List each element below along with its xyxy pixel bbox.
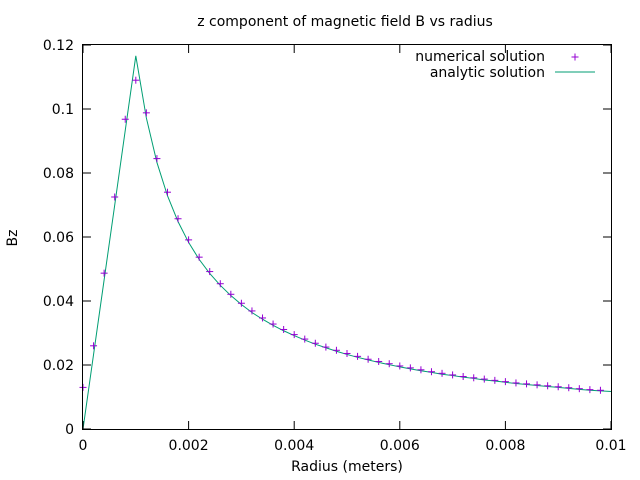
data-point-numerical bbox=[554, 383, 562, 391]
data-point-numerical bbox=[459, 373, 467, 381]
legend: numerical solution analytic solution bbox=[415, 49, 595, 81]
data-point-numerical bbox=[385, 360, 393, 368]
legend-label-analytic: analytic solution bbox=[430, 65, 545, 81]
y-tick-label: 0.04 bbox=[43, 294, 74, 310]
data-point-numerical bbox=[153, 155, 161, 163]
data-point-numerical bbox=[501, 378, 509, 386]
y-tick-label: 0.1 bbox=[52, 102, 74, 118]
data-point-numerical bbox=[438, 369, 446, 377]
data-point-numerical bbox=[237, 299, 245, 307]
data-point-numerical bbox=[533, 381, 541, 389]
data-point-numerical bbox=[132, 76, 140, 84]
data-point-numerical bbox=[332, 346, 340, 354]
data-point-numerical bbox=[575, 385, 583, 393]
data-point-numerical bbox=[491, 376, 499, 384]
data-point-numerical bbox=[427, 368, 435, 376]
data-point-numerical bbox=[417, 366, 425, 374]
data-point-numerical bbox=[512, 379, 520, 387]
y-tick-label: 0.06 bbox=[43, 230, 74, 246]
data-point-numerical bbox=[354, 352, 362, 360]
y-tick-label: 0.02 bbox=[43, 358, 74, 374]
data-point-numerical bbox=[311, 339, 319, 347]
data-point-numerical bbox=[364, 355, 372, 363]
data-point-numerical bbox=[111, 193, 119, 201]
x-axis-label: Radius (meters) bbox=[291, 459, 403, 475]
data-point-numerical bbox=[322, 343, 330, 351]
y-axis-label: Bz bbox=[5, 230, 21, 247]
data-point-numerical bbox=[185, 236, 193, 244]
plot-border bbox=[82, 44, 612, 430]
data-point-numerical bbox=[100, 269, 108, 277]
data-point-numerical bbox=[90, 342, 98, 350]
data-point-numerical bbox=[290, 331, 298, 339]
y-tick-label: 0.08 bbox=[43, 166, 74, 182]
data-point-numerical bbox=[449, 371, 457, 379]
data-point-numerical bbox=[248, 307, 256, 315]
x-tick-label: 0.004 bbox=[274, 438, 314, 454]
data-point-numerical bbox=[406, 364, 414, 372]
data-point-numerical bbox=[174, 215, 182, 223]
data-point-numerical bbox=[121, 115, 129, 123]
data-point-numerical bbox=[523, 380, 531, 388]
data-point-numerical bbox=[480, 375, 488, 383]
data-point-numerical bbox=[259, 314, 267, 322]
data-point-numerical bbox=[163, 188, 171, 196]
data-point-numerical bbox=[269, 320, 277, 328]
legend-plus-marker bbox=[571, 53, 579, 61]
x-tick-label: 0.006 bbox=[380, 438, 420, 454]
plot-area bbox=[79, 55, 612, 430]
data-point-numerical bbox=[544, 382, 552, 390]
legend-label-numerical: numerical solution bbox=[415, 49, 545, 65]
data-point-numerical bbox=[142, 109, 150, 117]
y-tick-label: 0 bbox=[65, 422, 74, 438]
legend-marker-numerical bbox=[571, 53, 579, 61]
data-point-numerical bbox=[565, 384, 573, 392]
data-point-numerical bbox=[280, 325, 288, 333]
data-point-numerical bbox=[470, 374, 478, 382]
data-point-numerical bbox=[227, 290, 235, 298]
x-tick-label: 0.01 bbox=[595, 438, 626, 454]
data-point-numerical bbox=[195, 253, 203, 261]
data-point-numerical bbox=[375, 357, 383, 365]
x-axis: 0 0.002 0.004 0.006 0.008 0.01 bbox=[79, 45, 627, 454]
x-tick-label: 0.002 bbox=[169, 438, 209, 454]
y-tick-label: 0.12 bbox=[43, 38, 74, 54]
data-point-numerical bbox=[396, 362, 404, 370]
y-axis: 0 0.02 0.04 0.06 0.08 0.1 0.12 bbox=[43, 38, 611, 438]
data-point-numerical bbox=[206, 268, 214, 276]
x-tick-label: 0 bbox=[79, 438, 88, 454]
data-point-numerical bbox=[586, 386, 594, 394]
x-tick-label: 0.008 bbox=[485, 438, 525, 454]
data-point-numerical bbox=[216, 280, 224, 288]
data-point-numerical bbox=[343, 349, 351, 357]
data-point-numerical bbox=[301, 335, 309, 343]
chart-title: z component of magnetic field B vs radiu… bbox=[197, 14, 493, 30]
data-point-numerical bbox=[596, 386, 604, 394]
